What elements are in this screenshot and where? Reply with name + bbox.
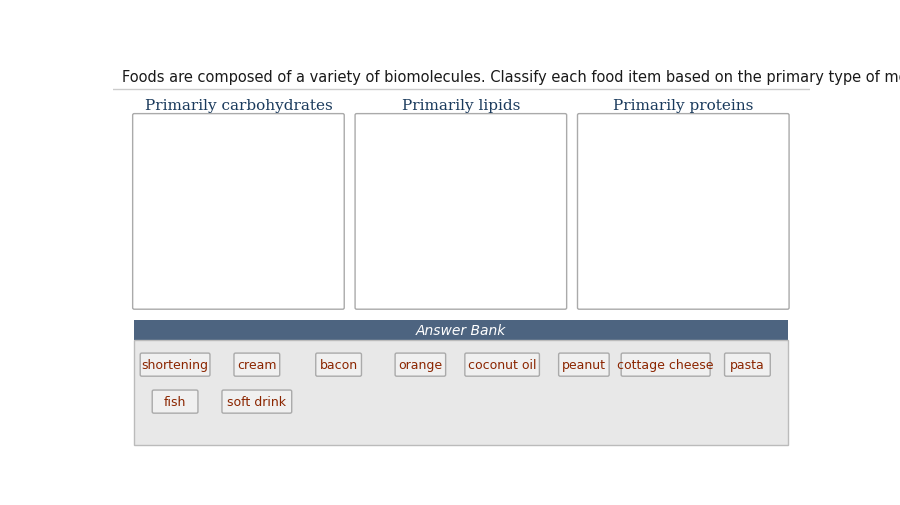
FancyBboxPatch shape: [222, 390, 292, 413]
Text: cottage cheese: cottage cheese: [617, 359, 714, 371]
FancyBboxPatch shape: [152, 390, 198, 413]
Text: orange: orange: [399, 359, 443, 371]
Text: soft drink: soft drink: [228, 395, 286, 408]
FancyBboxPatch shape: [395, 354, 446, 376]
FancyBboxPatch shape: [559, 354, 609, 376]
Text: shortening: shortening: [141, 359, 209, 371]
Text: pasta: pasta: [730, 359, 765, 371]
FancyBboxPatch shape: [465, 354, 539, 376]
FancyBboxPatch shape: [234, 354, 280, 376]
FancyBboxPatch shape: [134, 340, 788, 445]
FancyBboxPatch shape: [132, 115, 344, 310]
Text: Foods are composed of a variety of biomolecules. Classify each food item based o: Foods are composed of a variety of biomo…: [122, 70, 900, 85]
FancyBboxPatch shape: [134, 320, 788, 340]
Text: Primarily lipids: Primarily lipids: [401, 99, 520, 113]
FancyBboxPatch shape: [578, 115, 789, 310]
Text: bacon: bacon: [320, 359, 357, 371]
Text: Primarily carbohydrates: Primarily carbohydrates: [145, 99, 332, 113]
Text: fish: fish: [164, 395, 186, 408]
Text: coconut oil: coconut oil: [468, 359, 536, 371]
FancyBboxPatch shape: [356, 115, 567, 310]
Text: peanut: peanut: [562, 359, 606, 371]
FancyBboxPatch shape: [724, 354, 770, 376]
FancyBboxPatch shape: [316, 354, 362, 376]
Text: Primarily proteins: Primarily proteins: [613, 99, 753, 113]
Text: Answer Bank: Answer Bank: [416, 323, 507, 337]
FancyBboxPatch shape: [140, 354, 210, 376]
Text: cream: cream: [237, 359, 276, 371]
FancyBboxPatch shape: [621, 354, 710, 376]
